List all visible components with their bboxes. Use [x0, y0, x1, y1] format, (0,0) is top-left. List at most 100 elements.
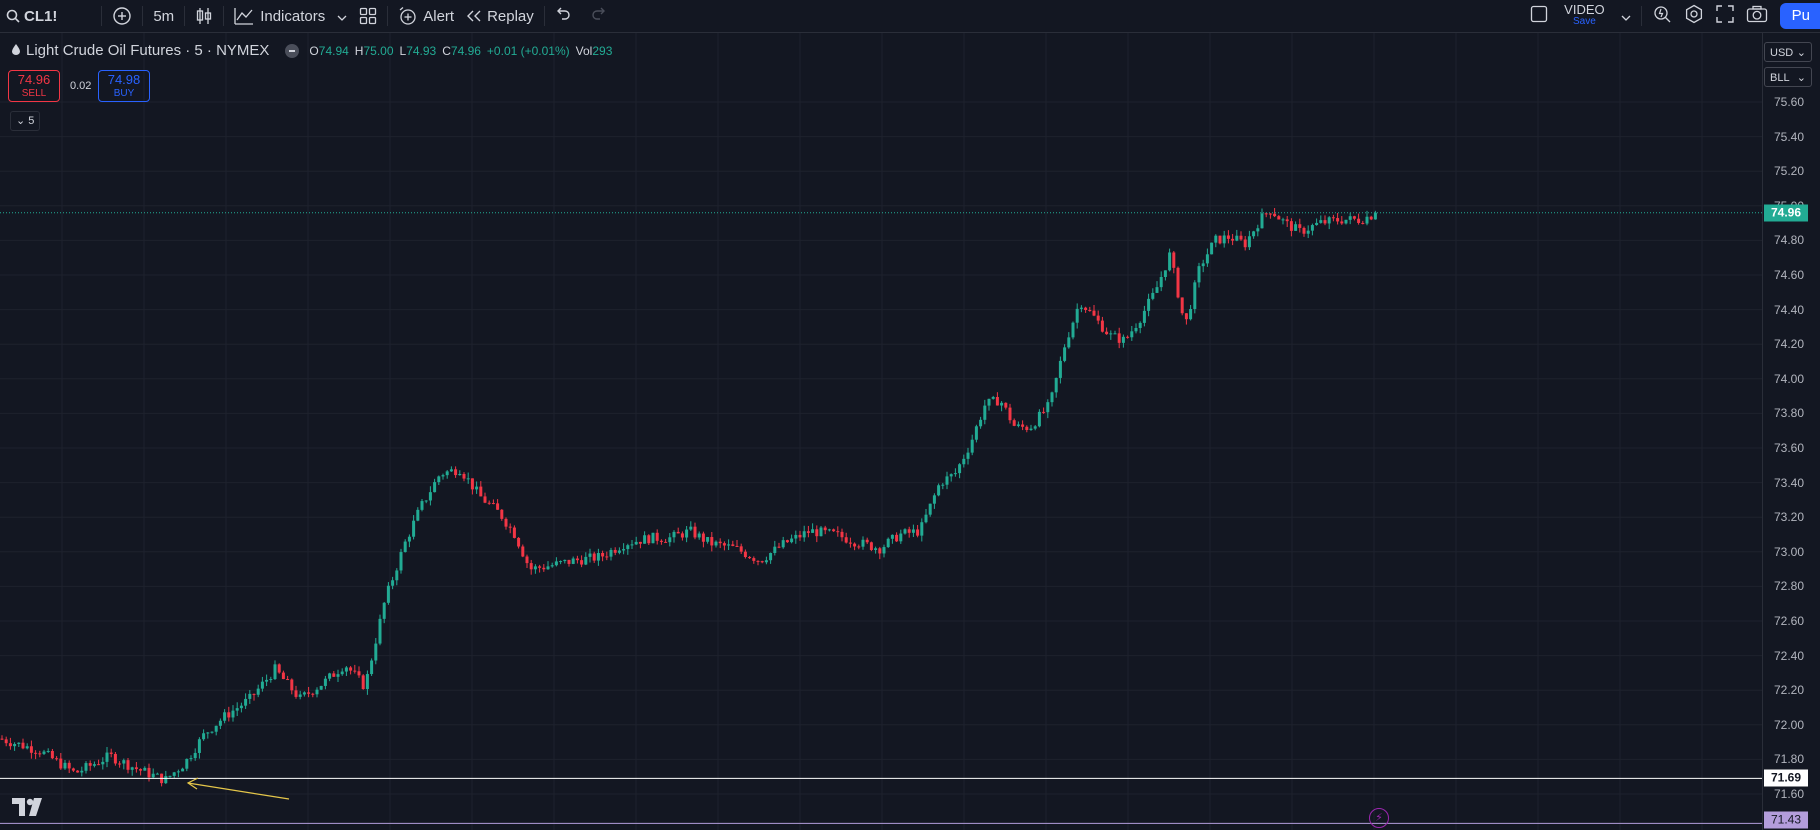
- chevron-down-icon: [337, 8, 347, 25]
- candle-body: [181, 768, 185, 772]
- candle-body: [1361, 222, 1365, 224]
- price-tick-label: 74.00: [1774, 371, 1805, 386]
- candle-body: [1025, 426, 1029, 430]
- fullscreen-button[interactable]: [1710, 0, 1740, 32]
- candle-body: [164, 776, 168, 784]
- candle-body: [1121, 336, 1125, 343]
- candle-body: [617, 550, 621, 553]
- candle-body: [869, 542, 873, 551]
- snapshot-button[interactable]: [1740, 0, 1774, 32]
- candle-body: [970, 439, 974, 453]
- video-label: VIDEO: [1564, 2, 1605, 17]
- candle-body: [1037, 411, 1041, 427]
- video-save-button[interactable]: VIDEO Save: [1564, 2, 1605, 28]
- divider: [1640, 6, 1642, 26]
- unit-select[interactable]: BLL ⌄: [1764, 67, 1812, 87]
- candle-body: [265, 679, 269, 682]
- candle-body: [1357, 218, 1361, 223]
- candle-body: [1130, 331, 1134, 338]
- candle-body: [46, 750, 50, 752]
- candle-body: [55, 758, 59, 760]
- alert-button[interactable]: Alert: [392, 0, 460, 32]
- series-title[interactable]: Light Crude Oil Futures · 5 · NYMEX: [26, 42, 270, 59]
- chart-type-button[interactable]: [189, 0, 219, 32]
- candle-body: [1205, 254, 1209, 264]
- price-scale[interactable]: [1762, 33, 1820, 830]
- candle-body: [634, 541, 638, 545]
- candle-body: [311, 693, 315, 695]
- candle-body: [1294, 224, 1298, 231]
- candle-body: [1298, 224, 1302, 228]
- settings-button[interactable]: [1678, 0, 1710, 32]
- candle-body: [424, 500, 428, 502]
- candle-body: [298, 694, 302, 697]
- candle-body: [323, 678, 327, 686]
- candle-body: [97, 764, 101, 766]
- publish-button[interactable]: Pu: [1779, 3, 1820, 29]
- redo-icon: [591, 7, 607, 25]
- layout-button[interactable]: [1524, 0, 1554, 32]
- symbol-search[interactable]: CL1!: [0, 0, 63, 32]
- indicators-button[interactable]: Indicators: [228, 0, 331, 32]
- candle-body: [1319, 220, 1323, 223]
- quick-search-button[interactable]: [1646, 0, 1678, 32]
- sell-button[interactable]: 74.96 SELL: [8, 70, 60, 102]
- candle-body: [487, 502, 491, 504]
- candle-body: [815, 529, 819, 537]
- interval-button[interactable]: 5m: [153, 7, 175, 25]
- price-tick-label: 73.00: [1774, 544, 1805, 559]
- candle-body: [382, 602, 386, 619]
- candle-body: [4, 739, 8, 744]
- candle-body: [1096, 315, 1100, 321]
- candle-body: [1289, 221, 1293, 231]
- candle-body: [743, 551, 747, 558]
- lightning-icon[interactable]: ⚡: [1369, 808, 1389, 828]
- hide-series-icon[interactable]: [285, 43, 300, 58]
- buy-button[interactable]: 74.98 BUY: [98, 70, 150, 102]
- candle-body: [546, 566, 550, 570]
- candle-body: [332, 673, 336, 677]
- candle-body: [319, 685, 323, 690]
- buy-label: BUY: [113, 88, 135, 99]
- candle-body: [420, 501, 424, 510]
- candle-body: [260, 681, 264, 689]
- candle-body: [840, 531, 844, 538]
- save-dropdown[interactable]: [1615, 0, 1637, 32]
- indicators-dropdown[interactable]: [331, 0, 353, 32]
- candle-body: [227, 712, 231, 718]
- undo-button[interactable]: [549, 0, 577, 32]
- candle-body: [1079, 307, 1083, 309]
- candle-body: [958, 464, 962, 474]
- candle-body: [29, 746, 33, 753]
- candle-body: [496, 503, 500, 510]
- candle-body: [428, 492, 432, 501]
- candle-body: [328, 673, 332, 679]
- price-tick-label: 74.20: [1774, 337, 1805, 352]
- price-tick-label: 73.60: [1774, 441, 1805, 455]
- compare-button[interactable]: [106, 0, 138, 32]
- candle-body: [974, 426, 978, 440]
- close-value: 74.96: [450, 43, 481, 58]
- candle-body: [357, 671, 361, 676]
- replay-button[interactable]: Replay: [460, 0, 540, 32]
- candle-body: [882, 547, 886, 554]
- templates-button[interactable]: [353, 0, 383, 32]
- candle-body: [895, 534, 899, 542]
- gear-icon: [1684, 4, 1704, 28]
- candle-body: [1117, 333, 1121, 343]
- currency-select[interactable]: USD ⌄: [1764, 42, 1812, 62]
- collapse-indicators-button[interactable]: ⌄ 5: [10, 111, 41, 131]
- candle-body: [567, 559, 571, 564]
- candle-body: [1210, 242, 1214, 255]
- candle-body: [798, 534, 802, 538]
- candle-body: [500, 509, 504, 519]
- horizontal-line-badge: 71.69: [1764, 769, 1808, 787]
- candle-body: [1193, 282, 1197, 309]
- tradingview-logo[interactable]: [12, 798, 44, 821]
- candle-body: [80, 770, 84, 773]
- price-chart[interactable]: [0, 33, 1762, 830]
- candle-body: [714, 541, 718, 546]
- candle-body: [983, 405, 987, 420]
- candle-body: [802, 531, 806, 538]
- redo-button[interactable]: [585, 0, 613, 32]
